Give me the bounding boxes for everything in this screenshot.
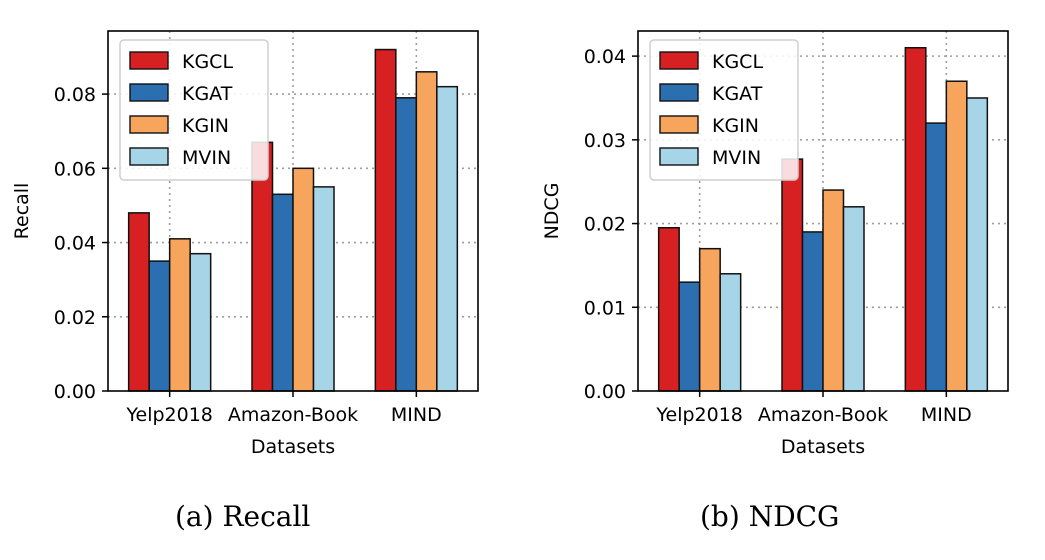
ndcg-ytick-label: 0.02 bbox=[584, 214, 626, 236]
recall-xtick-label: Amazon-Book bbox=[228, 404, 358, 426]
ndcg-legend-label-mvin: MVIN bbox=[712, 147, 761, 169]
ndcg-bar-kgat-yelp2018 bbox=[678, 281, 701, 392]
recall-legend-swatch-kgcl bbox=[129, 51, 169, 70]
ndcg-bar-kgin-amazon-book bbox=[822, 189, 845, 392]
recall-ytick-label: 0.04 bbox=[54, 233, 96, 255]
recall-ytick-label: 0.06 bbox=[54, 158, 96, 180]
recall-xlabel: Datasets bbox=[251, 436, 335, 458]
ndcg-bar-mvin-mind bbox=[966, 97, 989, 392]
ndcg-xtick-label: Amazon-Book bbox=[758, 404, 888, 426]
ndcg-bar-kgcl-yelp2018 bbox=[657, 226, 680, 392]
ndcg-ytick-label: 0.03 bbox=[584, 130, 626, 152]
ndcg-ytick-label: 0.00 bbox=[584, 381, 626, 403]
ndcg-legend-swatch-kgcl bbox=[659, 51, 699, 70]
ndcg-bar-kgin-yelp2018 bbox=[698, 247, 721, 392]
caption-b-label: (b) bbox=[700, 500, 740, 533]
recall-ytick-label: 0.00 bbox=[54, 381, 96, 403]
recall-legend-label-kgat: KGAT bbox=[182, 83, 233, 105]
ndcg-bar-kgat-amazon-book bbox=[801, 231, 824, 392]
recall-xtick-label: Yelp2018 bbox=[125, 404, 212, 426]
ndcg-xlabel: Datasets bbox=[781, 436, 865, 458]
recall-ylabel: Recall bbox=[11, 183, 33, 240]
ndcg-bar-kgcl-mind bbox=[904, 46, 927, 392]
recall-legend-label-kgin: KGIN bbox=[182, 115, 229, 137]
ndcg-bar-kgcl-amazon-book bbox=[781, 158, 804, 392]
ndcg-legend-label-kgcl: KGCL bbox=[712, 51, 763, 73]
caption-a-label: (a) bbox=[175, 500, 214, 533]
recall-xtick-label: MIND bbox=[391, 404, 442, 426]
caption-a: (a) Recall bbox=[175, 500, 310, 533]
ndcg-legend-label-kgin: KGIN bbox=[712, 115, 759, 137]
recall-legend-swatch-kgat bbox=[129, 83, 169, 102]
ndcg-ylabel: NDCG bbox=[541, 183, 563, 240]
recall-legend bbox=[119, 39, 269, 181]
ndcg-xtick-label: Yelp2018 bbox=[655, 404, 742, 426]
ndcg-xtick-label: MIND bbox=[921, 404, 972, 426]
ndcg-ytick-label: 0.04 bbox=[584, 46, 626, 68]
ndcg-bar-mvin-amazon-book bbox=[842, 206, 865, 392]
ndcg-legend-swatch-kgat bbox=[659, 83, 699, 102]
ndcg-bar-kgin-mind bbox=[945, 80, 968, 392]
recall-legend-label-kgcl: KGCL bbox=[182, 51, 233, 73]
ndcg-bar-kgat-mind bbox=[925, 122, 948, 392]
ndcg-bar-mvin-yelp2018 bbox=[719, 273, 742, 392]
ndcg-legend-label-kgat: KGAT bbox=[712, 83, 763, 105]
ndcg-ytick-label: 0.01 bbox=[584, 297, 626, 319]
recall-legend-swatch-kgin bbox=[129, 115, 169, 134]
ndcg-legend-swatch-mvin bbox=[659, 147, 699, 166]
ndcg-legend bbox=[649, 39, 799, 181]
ndcg-legend-swatch-kgin bbox=[659, 115, 699, 134]
caption-b: (b) NDCG bbox=[700, 500, 839, 533]
caption-a-text: Recall bbox=[222, 500, 311, 533]
recall-ytick-label: 0.02 bbox=[54, 307, 96, 329]
caption-b-text: NDCG bbox=[748, 500, 840, 533]
recall-ytick-label: 0.08 bbox=[54, 84, 96, 106]
recall-legend-label-mvin: MVIN bbox=[182, 147, 231, 169]
recall-legend-swatch-mvin bbox=[129, 147, 169, 166]
